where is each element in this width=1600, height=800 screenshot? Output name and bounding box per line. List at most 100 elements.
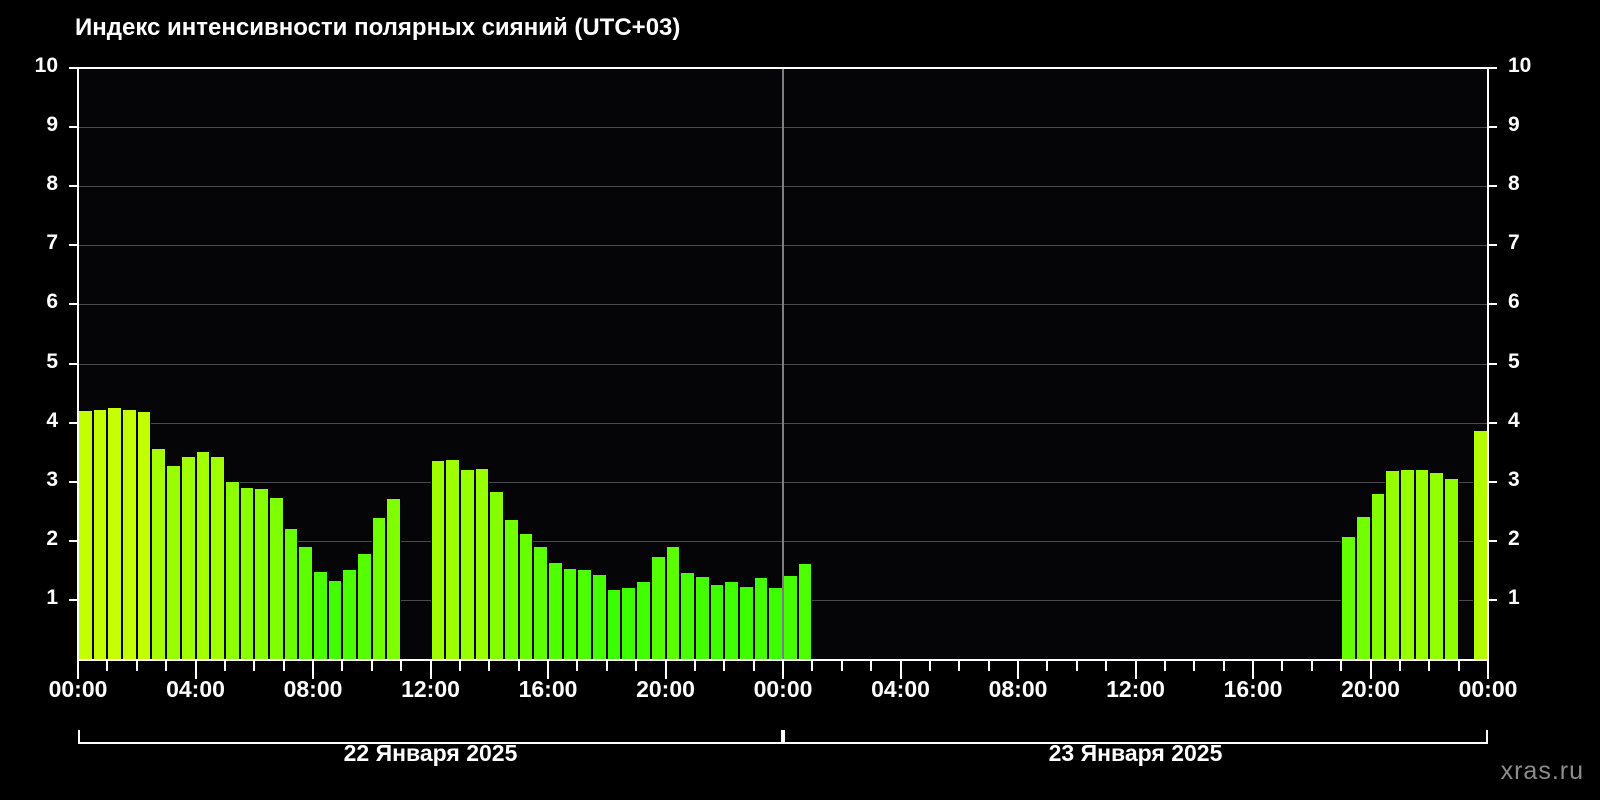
x-tick-8 bbox=[312, 661, 314, 679]
y-label-right-1: 1 bbox=[1508, 585, 1520, 609]
x-tick-10 bbox=[370, 661, 373, 671]
day-separator-line bbox=[782, 68, 784, 659]
x-tick-20 bbox=[664, 661, 667, 679]
y-tick-right-7 bbox=[1488, 244, 1497, 247]
bar bbox=[724, 582, 739, 659]
y-label-left-10: 10 bbox=[34, 54, 58, 77]
x-tick-31 bbox=[987, 661, 990, 671]
bar bbox=[122, 409, 137, 659]
x-tick-11 bbox=[400, 661, 403, 671]
bar bbox=[518, 533, 534, 659]
y-tick-right-9 bbox=[1488, 126, 1497, 129]
bar bbox=[533, 546, 548, 659]
bar bbox=[1399, 469, 1415, 659]
axis-left bbox=[77, 67, 79, 661]
x-tick-29 bbox=[928, 661, 931, 671]
bar bbox=[680, 573, 695, 659]
x-tick-13 bbox=[458, 661, 461, 671]
date-label-1: 23 Января 2025 bbox=[1048, 740, 1223, 766]
date-bracket-0 bbox=[78, 730, 783, 744]
x-tick-41 bbox=[1281, 661, 1284, 671]
bar bbox=[1370, 493, 1386, 659]
bar bbox=[548, 563, 563, 659]
x-tick-33 bbox=[1046, 661, 1049, 671]
watermark: xras.ru bbox=[1500, 757, 1584, 785]
y-label-left-1: 1 bbox=[46, 585, 58, 609]
x-label-9: 12:00 bbox=[1106, 676, 1165, 702]
y-label-right-9: 9 bbox=[1508, 113, 1520, 137]
y-tick-left-8 bbox=[69, 185, 78, 188]
bar bbox=[694, 577, 710, 659]
y-tick-left-9 bbox=[69, 126, 78, 129]
bar bbox=[753, 578, 769, 659]
x-tick-37 bbox=[1163, 661, 1166, 671]
bar bbox=[136, 411, 152, 659]
x-tick-6 bbox=[253, 661, 256, 671]
x-label-8: 08:00 bbox=[988, 676, 1048, 702]
y-label-left-5: 5 bbox=[46, 349, 58, 373]
x-tick-36 bbox=[1134, 661, 1137, 679]
bar bbox=[283, 528, 299, 659]
bar bbox=[386, 499, 402, 659]
bar bbox=[313, 571, 328, 659]
date-bracket-1 bbox=[783, 730, 1488, 744]
y-tick-left-2 bbox=[69, 539, 78, 542]
x-tick-38 bbox=[1193, 661, 1196, 671]
x-tick-47 bbox=[1457, 661, 1460, 671]
x-tick-17 bbox=[576, 661, 579, 671]
x-tick-24 bbox=[782, 661, 784, 679]
chart-title: Индекс интенсивности полярных сияний (UT… bbox=[75, 14, 681, 41]
x-tick-32 bbox=[1017, 661, 1019, 679]
bar bbox=[1429, 473, 1444, 659]
bar bbox=[1385, 471, 1400, 659]
bar bbox=[430, 461, 446, 659]
bar bbox=[768, 587, 783, 659]
x-label-11: 20:00 bbox=[1341, 676, 1400, 702]
x-tick-23 bbox=[752, 661, 755, 671]
y-label-right-4: 4 bbox=[1508, 408, 1520, 432]
bar bbox=[298, 546, 313, 659]
x-tick-46 bbox=[1428, 661, 1431, 671]
x-tick-12 bbox=[429, 661, 432, 679]
y-tick-right-8 bbox=[1488, 185, 1497, 188]
bar bbox=[78, 410, 93, 659]
x-label-7: 04:00 bbox=[871, 676, 930, 702]
x-label-12: 00:00 bbox=[1458, 676, 1518, 702]
bar bbox=[239, 487, 255, 659]
bar bbox=[1473, 431, 1488, 659]
bar bbox=[650, 557, 666, 659]
x-tick-15 bbox=[517, 661, 520, 671]
x-tick-7 bbox=[282, 661, 285, 671]
axis-top bbox=[78, 67, 1488, 69]
y-label-right-2: 2 bbox=[1508, 526, 1520, 550]
y-tick-right-5 bbox=[1488, 362, 1497, 365]
bar bbox=[738, 586, 754, 659]
x-tick-4 bbox=[194, 661, 197, 679]
bar bbox=[224, 481, 240, 659]
bar bbox=[1414, 469, 1430, 659]
y-tick-left-10 bbox=[69, 67, 78, 69]
y-label-right-7: 7 bbox=[1508, 231, 1520, 255]
y-tick-right-3 bbox=[1488, 480, 1497, 483]
x-label-10: 16:00 bbox=[1223, 676, 1283, 702]
x-tick-0 bbox=[77, 661, 79, 679]
y-label-right-8: 8 bbox=[1508, 172, 1520, 196]
bar bbox=[210, 456, 225, 659]
bar bbox=[606, 590, 622, 659]
x-tick-43 bbox=[1340, 661, 1343, 671]
y-tick-left-3 bbox=[69, 480, 78, 483]
x-tick-16 bbox=[547, 661, 549, 679]
bar bbox=[1355, 517, 1371, 659]
x-label-6: 00:00 bbox=[753, 676, 813, 702]
bar bbox=[371, 518, 387, 659]
bar bbox=[254, 488, 269, 659]
x-tick-14 bbox=[488, 661, 491, 671]
x-tick-2 bbox=[135, 661, 138, 671]
x-tick-3 bbox=[165, 661, 168, 671]
bar bbox=[592, 575, 607, 659]
bar bbox=[577, 570, 593, 659]
x-tick-48 bbox=[1487, 661, 1489, 679]
y-label-right-3: 3 bbox=[1508, 467, 1520, 491]
x-label-1: 04:00 bbox=[166, 676, 225, 702]
